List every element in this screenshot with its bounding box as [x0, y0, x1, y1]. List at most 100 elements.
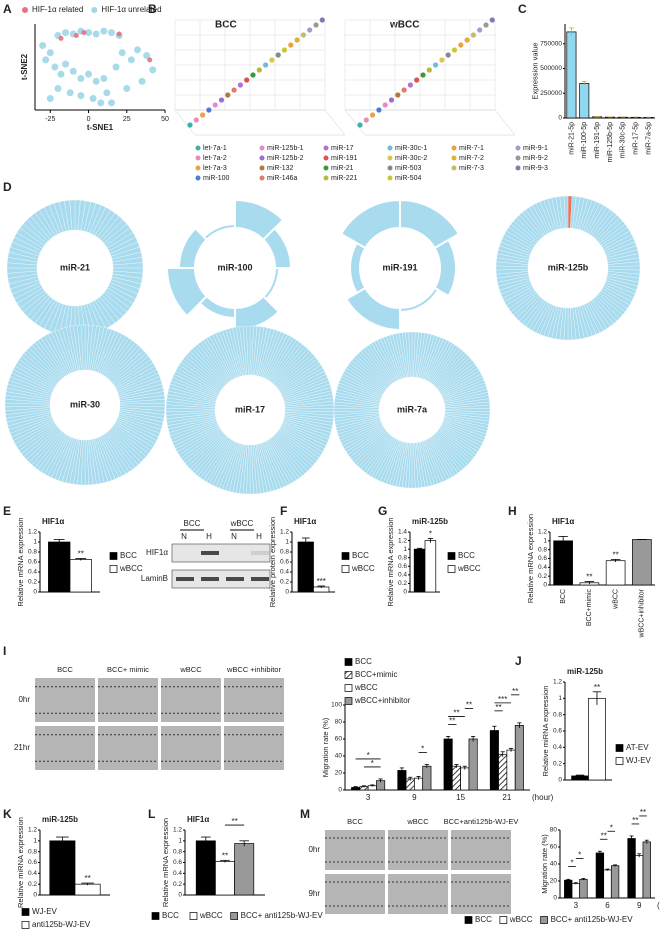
error-bar: [581, 80, 587, 86]
y-tick-label: 20: [550, 878, 558, 885]
y-tick-label: 80: [335, 719, 343, 726]
chart-title: miR-125b: [567, 667, 603, 676]
blot-row-label: HIF1α: [146, 548, 168, 557]
chart-title: HIF1α: [187, 815, 209, 824]
micrograph: [35, 678, 95, 722]
legend-swatch: [499, 916, 508, 924]
panel-letter: E: [3, 504, 11, 518]
column-label: BCC: [347, 817, 363, 826]
bar: [460, 767, 470, 791]
chart-title: miR-125b: [412, 517, 448, 526]
significance: **: [231, 817, 237, 826]
legend-label: let-7a-3: [203, 165, 227, 172]
band: [251, 551, 269, 555]
point-3d: [395, 92, 401, 98]
chart-title: HIF1α: [294, 517, 316, 526]
row-label: 21hr: [14, 743, 30, 752]
column-label: BCC+ mimic: [107, 665, 149, 674]
plot-title: wBCC: [389, 20, 419, 31]
y-axis-label: Relative mRNA expression: [526, 514, 535, 603]
plot-3d: [174, 19, 346, 136]
error-bar: [584, 581, 595, 585]
point-3d: [407, 82, 413, 88]
column-label: wBCC: [406, 817, 429, 826]
legend-marker: [259, 175, 265, 181]
point-3d: [193, 117, 199, 123]
legend-swatch: [344, 684, 353, 692]
legend-marker: [451, 145, 457, 151]
bar: [69, 559, 92, 593]
chart-title: HIF1α: [552, 517, 574, 526]
y-tick-label: 0.4: [280, 569, 289, 576]
column-label: wBCC: [179, 665, 202, 674]
ring-segment: [261, 267, 281, 301]
error-bar: [201, 836, 211, 845]
legend-label: miR-9-2: [523, 155, 548, 162]
point-3d: [376, 107, 382, 113]
point-3d: [237, 82, 243, 88]
bar: [424, 540, 437, 593]
significance: **: [453, 709, 459, 718]
point: [103, 89, 111, 97]
legend-swatch: [344, 658, 353, 666]
y-tick-label: 1: [558, 695, 562, 702]
ring-segment: [202, 222, 236, 242]
point-3d: [464, 37, 470, 43]
y-axis-label: Relative protein expression: [268, 517, 277, 607]
blot-strip: [171, 569, 271, 589]
point: [39, 42, 47, 49]
micrograph: [388, 830, 448, 870]
x-tick-label: miR-17-5p: [633, 122, 640, 155]
y-tick-label: 0.2: [398, 580, 407, 587]
legend-marker: [323, 165, 329, 171]
point: [51, 63, 59, 71]
point-3d: [363, 117, 369, 123]
x-tick-label: miR-191-5p: [594, 122, 601, 159]
error-bar: [605, 868, 610, 871]
y-tick-label: 1: [178, 838, 182, 845]
point: [57, 70, 65, 78]
y-tick-label: 1: [403, 546, 407, 553]
legend-label: wBCC+inhibitor: [354, 696, 411, 705]
error-bar: [370, 784, 375, 787]
y-tick-label: 0.2: [538, 573, 547, 580]
bar: [48, 541, 71, 593]
ring-segment: [399, 286, 440, 314]
legend-swatch: [447, 565, 456, 573]
bar: [451, 765, 461, 791]
x-tick-label: BCC+mimic: [586, 589, 593, 627]
error-bar: [301, 537, 310, 546]
legend-label: WJ-EV: [32, 907, 58, 916]
y-tick-label: 0.2: [28, 881, 37, 888]
band: [226, 551, 244, 555]
point-3d: [489, 17, 495, 23]
bar: [627, 838, 636, 899]
point-3d: [357, 122, 363, 128]
y-axis-label: Migration rate (%): [321, 717, 330, 777]
ring-label: miR-17: [235, 404, 265, 414]
y-tick-label: 1.2: [398, 537, 407, 544]
error-bar: [569, 27, 574, 36]
legend-marker: [451, 165, 457, 171]
y-tick-label: 0.6: [538, 555, 547, 562]
significance: **: [449, 717, 455, 726]
legend-swatch: [21, 921, 30, 929]
ring-segment: [433, 238, 457, 298]
point-3d: [307, 27, 313, 33]
y-tick-label: 500000: [540, 65, 562, 72]
y-tick-label: 250000: [540, 90, 562, 97]
micrograph: [325, 874, 385, 914]
legend-label: miR-9-3: [523, 165, 548, 172]
y-tick-label: 0.8: [173, 848, 182, 855]
error-bar: [613, 864, 617, 867]
legend-label: miR-125b-2: [267, 155, 304, 162]
column-label: BCC+anti125b-WJ-EV: [444, 817, 519, 826]
point-3d: [212, 102, 218, 108]
significance: **: [466, 701, 472, 710]
legend-marker: [515, 165, 521, 171]
point: [92, 30, 100, 38]
ring-segment: [563, 195, 569, 229]
point: [85, 29, 93, 37]
legend-swatch: [151, 912, 160, 920]
panel-letter: F: [280, 504, 287, 518]
